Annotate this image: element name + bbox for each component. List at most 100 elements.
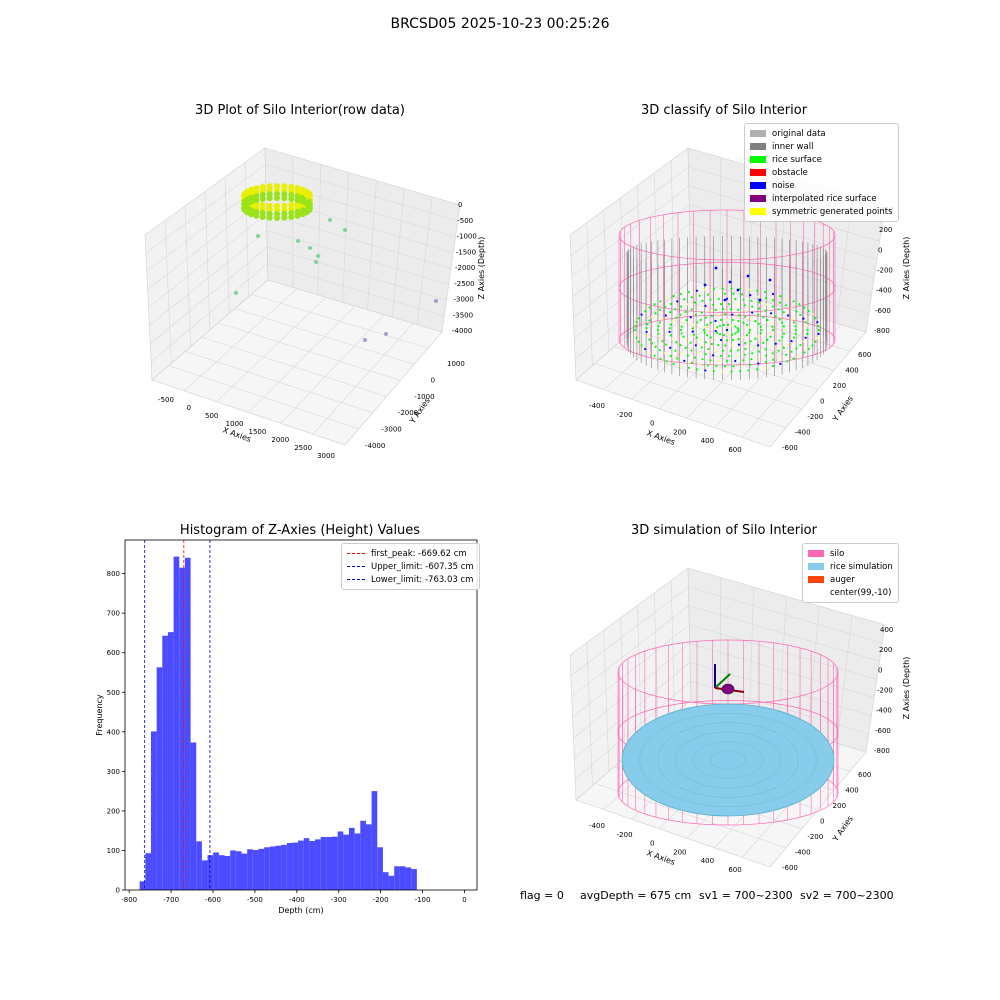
rice-surface-point (764, 297, 768, 300)
rice-surface-point (790, 339, 793, 343)
rice-surface-point (759, 325, 762, 328)
grid-line (688, 605, 880, 662)
classify-legend-label: inner wall (772, 141, 814, 152)
rice-simulation-mesh (692, 741, 764, 779)
histogram-frame (124, 539, 478, 891)
rice-surface-point (814, 317, 817, 320)
simulation-legend-label: center(99,-10) (830, 587, 892, 598)
histogram-bar (213, 852, 219, 890)
raw-data-point (384, 332, 388, 336)
histogram-xlabel: Depth (cm) (278, 906, 323, 915)
classify-legend-swatch (750, 169, 766, 176)
rice-surface-point (731, 338, 735, 342)
simulation-legend-label: rice simulation (830, 561, 893, 572)
rice-surface-point (648, 319, 651, 322)
grid-line (216, 297, 327, 402)
histogram-bar (281, 844, 287, 890)
grid-line (742, 324, 842, 438)
raw-data-point (266, 195, 273, 202)
rice-surface-point (758, 350, 761, 353)
rice-surface-point (714, 327, 717, 331)
rice-surface-point (765, 303, 768, 306)
rice-surface-point (738, 287, 742, 290)
rice-surface-point (758, 307, 761, 310)
grid-line (574, 680, 691, 780)
rice-surface-point (714, 329, 717, 333)
grid-line (573, 223, 690, 319)
histogram-ytick-label: 800 (107, 570, 120, 578)
rice-surface-point (699, 339, 702, 342)
z-tick-label: -200 (877, 687, 893, 695)
rice-surface-point (725, 339, 729, 342)
rice-surface-point (790, 350, 793, 353)
raw-data-point (363, 338, 367, 342)
rice-surface-point (757, 295, 760, 298)
histogram-bar (388, 875, 395, 890)
rice-surface-point (726, 334, 730, 337)
grid-line (714, 316, 817, 429)
rice-surface-point (737, 343, 741, 346)
grid-line (570, 166, 689, 256)
raw-plot-title: 3D Plot of Silo Interior(row data) (195, 103, 405, 118)
rice-surface-point (704, 288, 707, 291)
histogram-bar (348, 827, 355, 890)
grid-line (836, 615, 853, 744)
raw-data-point (299, 211, 306, 218)
rice-surface-point (732, 292, 735, 295)
rice-surface-point (718, 333, 722, 336)
histogram-bar (218, 855, 225, 890)
rice-surface-point (645, 330, 648, 334)
rice-surface-point (771, 328, 775, 332)
simulation-legend-swatch (808, 563, 824, 570)
classify-legend-entry: inner wall (750, 140, 893, 153)
histogram-legend: first_peak: -669.62 cm Upper_limit: -607.… (341, 543, 480, 590)
raw-data-point (294, 212, 301, 219)
rice-surface-point (750, 358, 753, 361)
rice-surface-point (682, 335, 685, 338)
noise-point (723, 298, 727, 302)
rice-surface-point (658, 308, 662, 311)
y-tick-label: -200 (807, 413, 823, 421)
rice-surface-point (771, 292, 775, 296)
rice-surface-point (695, 336, 698, 339)
simulation-legend-entry: rice simulation (808, 560, 893, 573)
noise-point (736, 288, 740, 292)
noise-point (703, 283, 707, 287)
rice-surface-point (663, 305, 667, 308)
rice-surface-point (751, 346, 754, 349)
y-tick-label: 200 (833, 802, 846, 810)
rice-surface-point (686, 303, 689, 306)
rice-surface-point (766, 319, 769, 322)
rice-surface-point (669, 302, 672, 306)
histogram-xtick-label: -200 (373, 896, 389, 904)
rice-surface-point (712, 287, 716, 290)
rice-surface-point (675, 316, 678, 319)
rice-surface-point (646, 323, 649, 326)
rice-surface-point (714, 337, 717, 341)
raw-data-point (234, 291, 238, 295)
rice-surface-point (719, 338, 723, 342)
rice-surface-point (648, 338, 651, 341)
rice-surface-point (747, 288, 750, 291)
rice-surface-point (675, 341, 678, 344)
histogram-bar (207, 855, 214, 890)
rice-surface-point (692, 324, 696, 327)
status-flag: flag = 0 (520, 889, 564, 902)
rice-surface-point (723, 292, 726, 295)
rice-simulation-mesh (657, 722, 799, 798)
rice-surface-point (672, 295, 675, 298)
z-tick-label: -2000 (455, 264, 475, 272)
z-tick-label: -600 (875, 727, 891, 735)
rice-surface-point (778, 318, 781, 321)
raw-data-point (343, 228, 347, 232)
grid-line (595, 783, 787, 849)
rice-surface-point (658, 336, 662, 339)
histogram-legend-line (347, 553, 365, 554)
rice-surface-point (734, 325, 737, 328)
status-sv1: sv1 = 700~2300 (699, 889, 793, 902)
rice-surface-point (748, 326, 751, 329)
rice-surface-point (764, 348, 767, 351)
rice-surface-point (748, 331, 751, 334)
rice-surface-point (685, 338, 688, 341)
rice-simulation-mesh (639, 713, 817, 807)
